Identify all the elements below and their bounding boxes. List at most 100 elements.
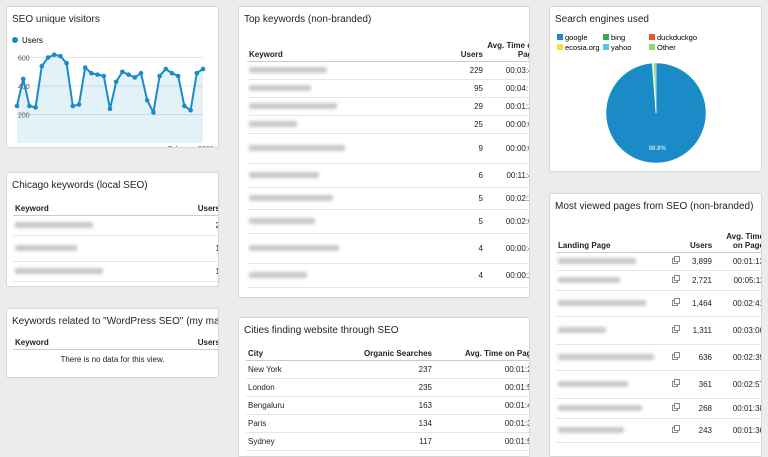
table-cell: 4 xyxy=(441,263,485,288)
table-cell: 95 xyxy=(441,79,485,98)
point xyxy=(101,73,107,79)
table-cell: 00:03:40 xyxy=(485,61,529,80)
table-cell: 00:01:28 xyxy=(434,360,529,379)
blurred-text xyxy=(15,268,103,275)
blurred-text xyxy=(249,145,345,152)
table-cell: 229 xyxy=(441,61,485,80)
open-link-icon xyxy=(670,344,688,371)
table-row: 361 00:02:57 xyxy=(556,370,761,399)
legend-label: Other xyxy=(657,43,676,52)
legend-label: google xyxy=(565,33,588,42)
table-cell: Sydney xyxy=(246,432,330,451)
table-cell xyxy=(556,418,670,443)
table-row: 500:02:21 xyxy=(247,187,529,210)
table-cell: 4 xyxy=(441,233,485,264)
table-row: 636 00:02:39 xyxy=(556,344,761,371)
widget: Chicago keywords (local SEO) Keyword User… xyxy=(6,172,219,287)
data-label: 98.8% xyxy=(649,146,667,152)
table-row: 2,721 00:05:11 xyxy=(556,270,761,291)
table-cell: 00:02:57 xyxy=(714,370,761,399)
table-cell xyxy=(247,233,441,264)
blurred-text xyxy=(558,427,624,434)
pie-slice xyxy=(653,62,657,114)
column-header: Keyword xyxy=(247,35,441,62)
widget: Keywords related to "WordPress SEO" (my … xyxy=(6,308,219,378)
widget: SEO unique visitors 200 400 600... February… xyxy=(6,6,219,148)
blurred-text xyxy=(15,222,93,229)
blurred-text xyxy=(249,85,311,92)
icon xyxy=(672,379,680,387)
table-cell: 163 xyxy=(330,396,434,415)
table-row: 1 xyxy=(13,235,218,262)
widget: Top keywords (non-branded) Keyword Users A… xyxy=(238,6,530,298)
table-cell: 243 xyxy=(688,418,714,443)
blurred-text xyxy=(249,67,327,74)
area xyxy=(17,54,203,143)
table-cell xyxy=(556,398,670,419)
table-cell: 5 xyxy=(441,187,485,210)
table-cell: 25 xyxy=(441,115,485,134)
table-row: 600:11:40 xyxy=(247,163,529,188)
data-table: KeywordUsers211 xyxy=(13,199,218,282)
table-cell: 134 xyxy=(330,414,434,433)
legend-swatch xyxy=(649,44,655,50)
table-cell: 6 xyxy=(441,163,485,188)
open-link-icon xyxy=(670,316,688,345)
point xyxy=(151,110,156,115)
table-row: 2 xyxy=(13,215,218,236)
table-cell xyxy=(556,344,670,371)
data-table: Keyword Users xyxy=(13,335,218,350)
column-header: Users xyxy=(177,199,218,216)
table-cell xyxy=(556,252,670,271)
table-cell xyxy=(247,187,441,210)
table-cell: 29 xyxy=(441,97,485,116)
blurred-text xyxy=(558,258,636,265)
table-cell xyxy=(247,209,441,234)
table-cell: 00:00:27 xyxy=(485,263,529,288)
table-cell: 1 xyxy=(177,261,218,282)
table-cell: 00:01:28 xyxy=(485,97,529,116)
header-row: Landing Page Users Avg. Time on Page xyxy=(556,224,761,253)
table-cell: 00:01:36 xyxy=(714,418,761,443)
table-row: 268 00:01:38 xyxy=(556,398,761,419)
point xyxy=(163,66,169,72)
table-cell: 00:02:09 xyxy=(485,209,529,234)
open-link-icon xyxy=(670,398,688,419)
table-cell: 00:01:54 xyxy=(434,432,529,451)
line-chart: 200 400 600... February 2020 Users xyxy=(12,36,213,147)
open-link-icon xyxy=(670,270,688,291)
widget-title: Cities finding website through SEO xyxy=(244,325,399,336)
table-cell: 235 xyxy=(330,378,434,397)
point xyxy=(89,70,94,76)
point xyxy=(138,70,144,76)
legend-swatch xyxy=(557,34,563,40)
widget-title: Chicago keywords (local SEO) xyxy=(12,180,148,191)
table-cell: 00:02:39 xyxy=(714,344,761,371)
point xyxy=(76,102,82,107)
point xyxy=(51,52,57,57)
table-cell: Bengaluru xyxy=(246,396,330,415)
table-cell: 1,311 xyxy=(688,316,714,345)
column-header: Avg. Time on Page xyxy=(434,344,529,361)
legend-swatch xyxy=(12,37,18,43)
table-cell: 00:01:13 xyxy=(714,252,761,271)
table-cell xyxy=(13,215,177,236)
blurred-text xyxy=(249,218,315,225)
open-link-icon xyxy=(670,290,688,317)
y-tick-label: 200 xyxy=(18,113,30,120)
table-row: 1,311 00:03:06 xyxy=(556,316,761,345)
table-cell: 00:03:06 xyxy=(714,316,761,345)
point xyxy=(27,103,32,109)
table-cell: 268 xyxy=(688,398,714,419)
table-row: 1,464 00:02:41 xyxy=(556,290,761,317)
widget-title: Most viewed pages from SEO (non-branded) xyxy=(555,201,754,212)
widget: Most viewed pages from SEO (non-branded)… xyxy=(549,193,762,457)
table-cell xyxy=(556,290,670,317)
table-cell: 00:00:47 xyxy=(485,233,529,264)
